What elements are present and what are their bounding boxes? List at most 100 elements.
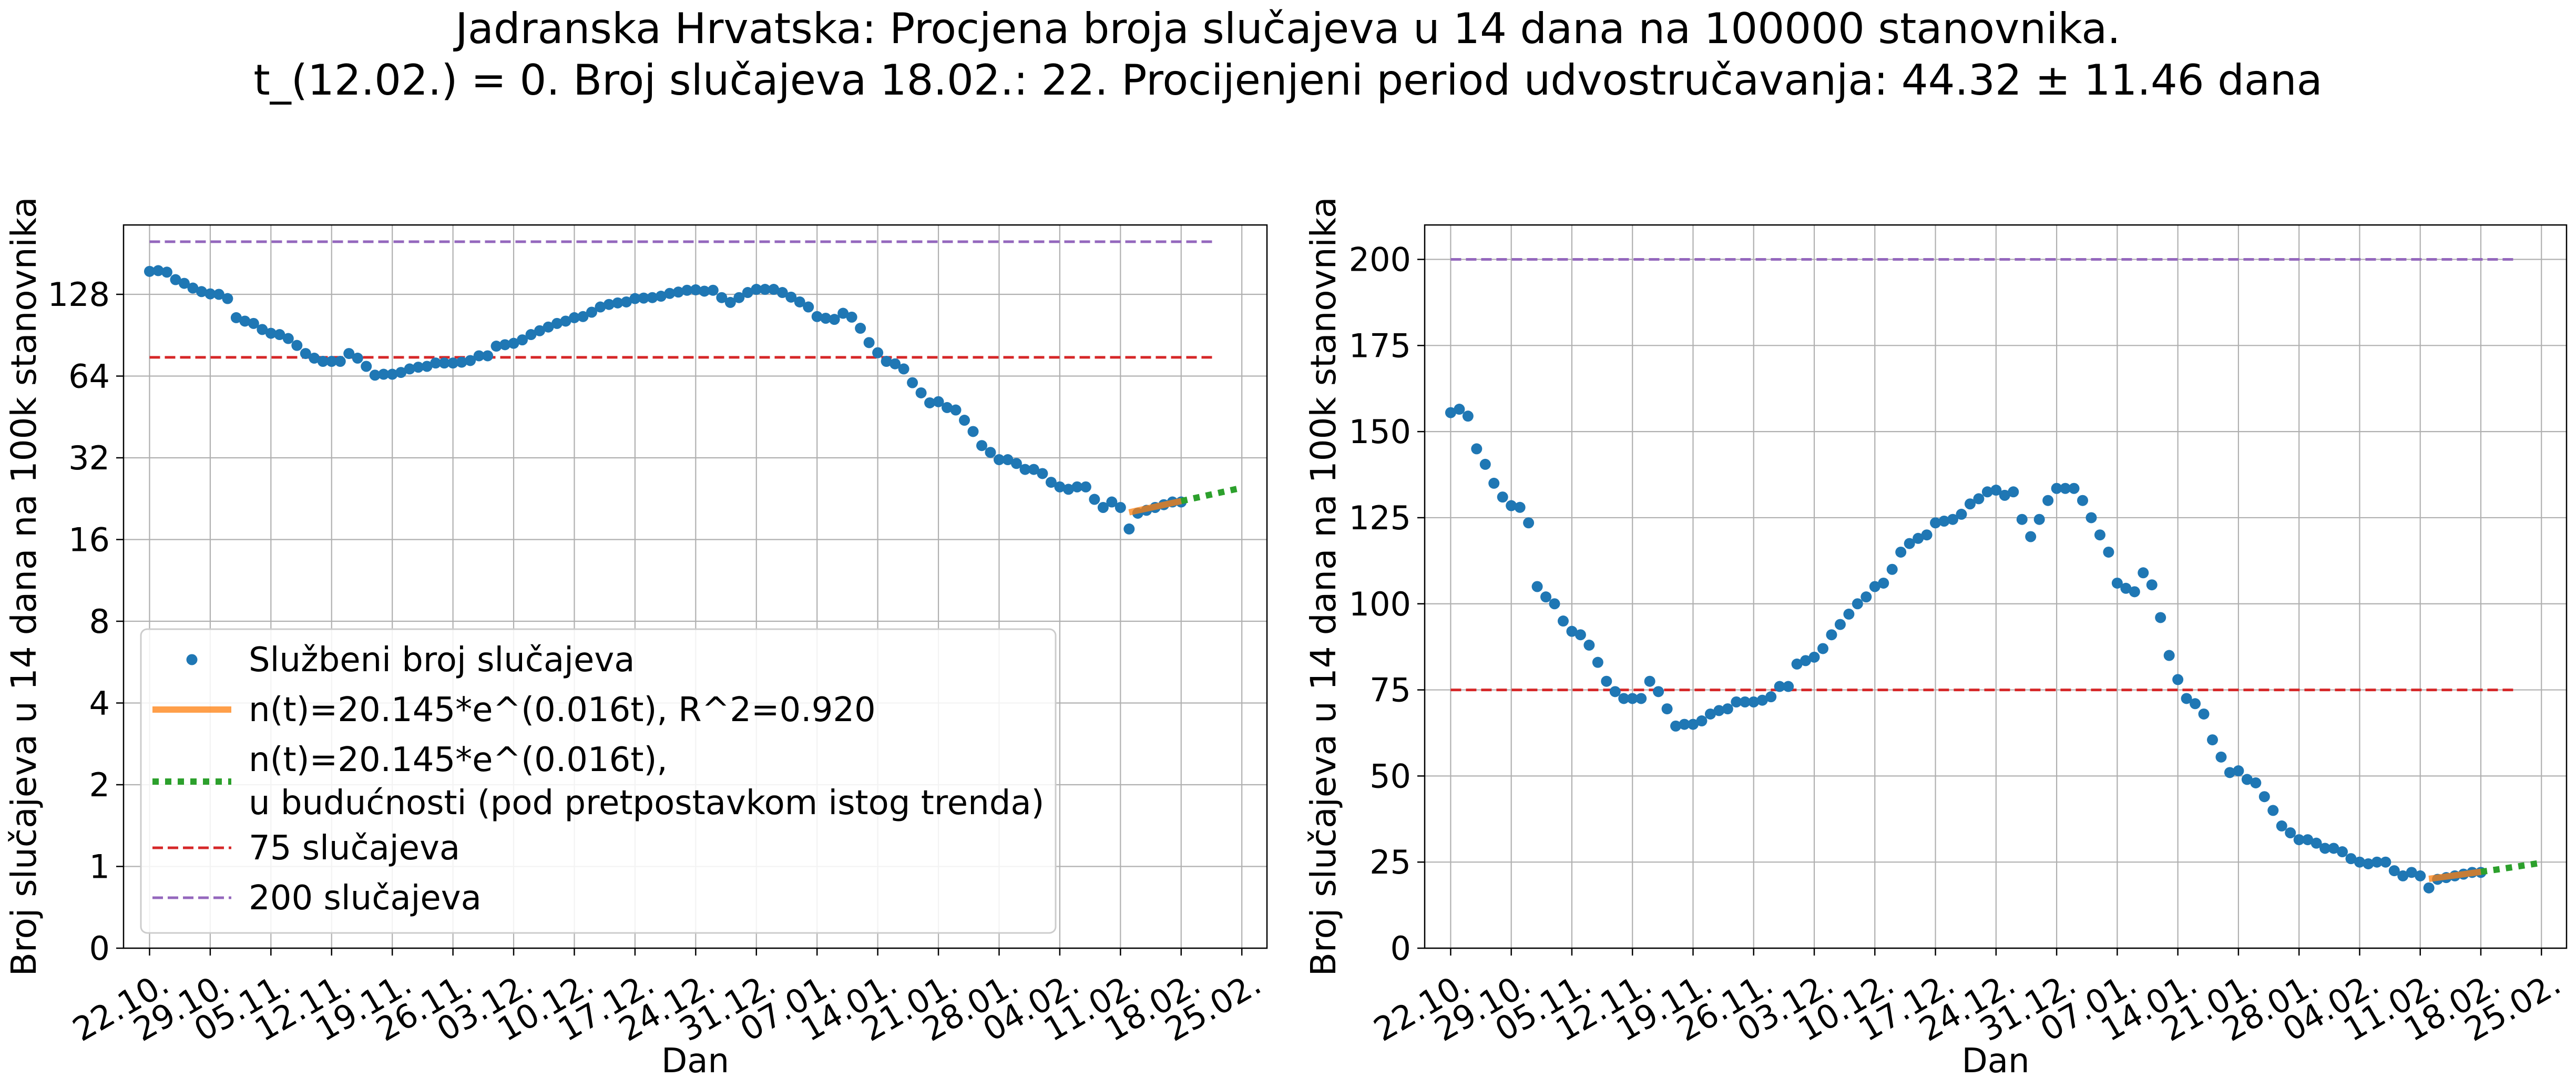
data-point: [907, 377, 918, 388]
data-point: [681, 284, 693, 296]
data-point: [2258, 791, 2270, 803]
data-point: [1679, 719, 1690, 730]
data-point: [2415, 870, 2426, 881]
data-point: [473, 350, 485, 362]
data-point: [543, 321, 554, 333]
data-point: [196, 286, 207, 297]
data-point: [2354, 856, 2365, 868]
data-point: [2008, 486, 2019, 498]
data-point: [534, 325, 546, 336]
data-point: [1054, 481, 1066, 492]
data-point: [1479, 458, 1491, 470]
data-point: [1756, 694, 1768, 706]
y-tick-label: 0: [89, 929, 110, 968]
y-axis-label: Broj slučajeva u 14 dana na 100k stanovn…: [1303, 197, 1344, 977]
y-tick-label: 32: [68, 439, 110, 477]
data-point: [829, 314, 840, 325]
data-point: [1904, 538, 1915, 549]
data-point: [1575, 629, 1586, 641]
data-point: [2388, 865, 2400, 877]
legend-swatch-points: [186, 654, 198, 665]
data-point: [257, 324, 268, 335]
y-tick-label: 175: [1349, 326, 1411, 365]
data-point: [1886, 563, 1898, 575]
data-point: [2033, 514, 2045, 525]
data-point: [2198, 708, 2210, 720]
data-point: [2267, 805, 2279, 816]
data-point: [2103, 546, 2114, 558]
data-point: [187, 282, 199, 294]
x-axis: 22.10.29.10.05.11.12.11.19.11.26.11.03.1…: [1367, 948, 2567, 1049]
data-point: [2276, 820, 2287, 832]
data-point: [1557, 615, 1569, 627]
data-point: [742, 287, 753, 299]
data-point: [1826, 629, 1837, 641]
y-tick-label: 25: [1369, 843, 1411, 881]
data-point: [811, 311, 823, 322]
legend-box: [140, 628, 1057, 934]
data-point: [2285, 827, 2296, 838]
data-point: [1549, 598, 1560, 610]
data-point: [967, 426, 979, 437]
data-point: [1852, 598, 1863, 610]
legend: Službeni broj slučajeva n(t)=20.145*e^(0.…: [140, 628, 1057, 934]
data-point: [1583, 639, 1595, 651]
data-point: [1861, 591, 1872, 603]
data-point: [239, 315, 251, 327]
data-point: [1445, 407, 1456, 418]
data-point: [1956, 508, 1967, 520]
data-point: [309, 352, 320, 364]
data-point: [1990, 485, 2002, 496]
data-point: [144, 265, 155, 277]
data-point: [672, 286, 684, 298]
data-point: [1627, 693, 1638, 704]
data-point: [1644, 675, 1655, 687]
data-point: [890, 358, 901, 369]
data-point: [959, 415, 970, 426]
data-point: [933, 396, 944, 407]
data-point: [386, 368, 398, 380]
data-point: [2190, 698, 2201, 710]
data-point: [724, 296, 736, 308]
data-point: [629, 293, 641, 304]
data-point: [265, 327, 277, 339]
data-point: [525, 329, 537, 341]
data-point: [499, 339, 511, 351]
data-point: [837, 307, 849, 319]
fit-line: [2428, 868, 2481, 882]
data-point: [950, 404, 962, 416]
data-point: [560, 315, 571, 327]
data-point: [2371, 856, 2383, 868]
y-tick-label: 8: [89, 602, 110, 641]
data-point: [178, 278, 190, 289]
data-point: [1930, 517, 1941, 529]
data-point: [430, 357, 442, 369]
data-point: [872, 347, 884, 358]
data-point: [1774, 681, 1785, 692]
legend-label: n(t)=20.145*e^(0.016t),: [249, 741, 668, 779]
data-point: [1817, 643, 1828, 654]
data-point: [1062, 484, 1074, 495]
data-point: [2397, 870, 2409, 881]
legend-label: 75 slučajeva: [249, 829, 460, 868]
data-point: [248, 317, 259, 329]
data-point: [421, 361, 433, 372]
data-point: [1462, 410, 1474, 422]
data-point: [1748, 696, 1760, 708]
data-point: [2111, 577, 2123, 589]
data-point: [2025, 531, 2037, 542]
data-point: [343, 348, 355, 360]
data-point: [1661, 703, 1673, 715]
x-axis-label: Dan: [661, 1042, 729, 1081]
y-tick-label: 150: [1349, 413, 1411, 451]
y-axis-label: Broj slučajeva u 14 dana na 100k stanovn…: [4, 197, 44, 977]
data-point: [2146, 579, 2158, 591]
data-point: [2206, 734, 2218, 746]
y-axis: 0 1 2 4 8 16 32 64 128: [48, 275, 124, 968]
data-point: [1506, 500, 1517, 511]
y-axis: 0 25 50 75 100 125 150 175 200: [1349, 241, 1425, 968]
data-point: [413, 362, 424, 373]
data-point: [776, 287, 788, 299]
data-point: [517, 334, 528, 346]
